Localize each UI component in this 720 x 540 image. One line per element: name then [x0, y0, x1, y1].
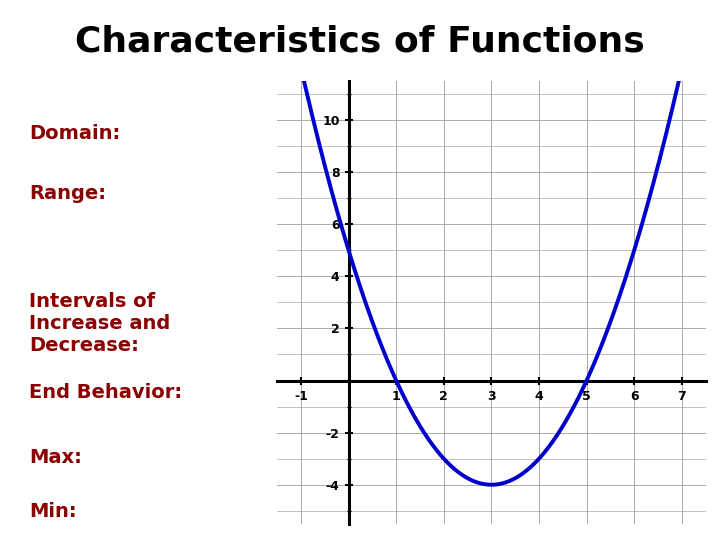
Text: Max:: Max:	[29, 448, 81, 467]
Text: Domain:: Domain:	[29, 124, 120, 143]
Text: Characteristics of Functions: Characteristics of Functions	[75, 24, 645, 58]
Text: Min:: Min:	[29, 502, 76, 521]
Text: Intervals of
Increase and
Decrease:: Intervals of Increase and Decrease:	[29, 292, 170, 355]
Text: Range:: Range:	[29, 184, 106, 202]
Text: End Behavior:: End Behavior:	[29, 383, 182, 402]
